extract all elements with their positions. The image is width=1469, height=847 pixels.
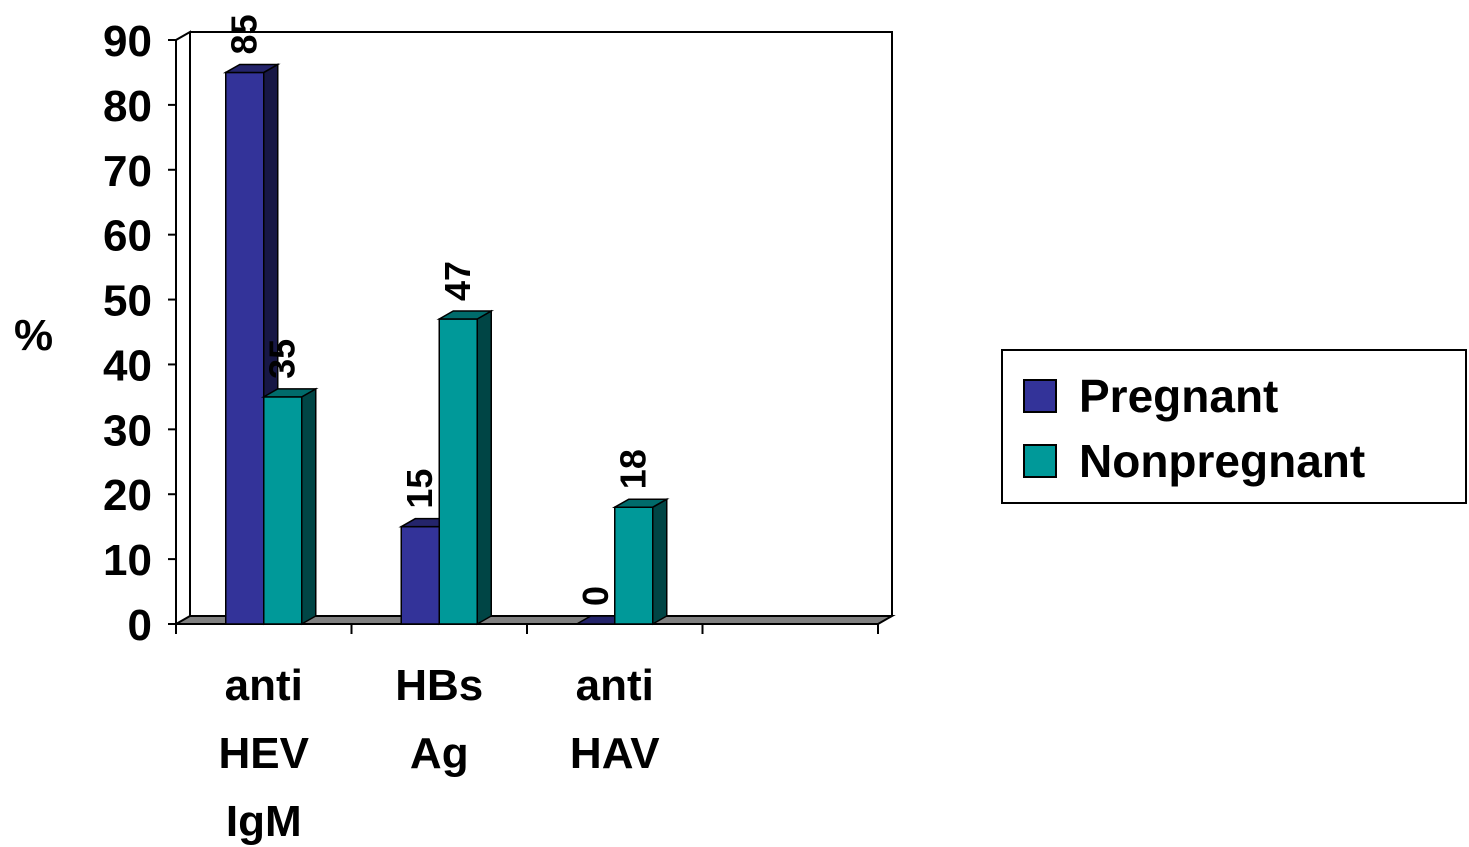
bar-front-face bbox=[614, 506, 654, 625]
y-tick-label: 0 bbox=[128, 601, 152, 650]
bar-front-face bbox=[225, 71, 265, 625]
bar-top-face bbox=[436, 310, 495, 320]
bar-front-face bbox=[438, 318, 478, 625]
x-category-label-line: HEV bbox=[219, 729, 310, 778]
y-axis: 0 10 20 30 40 50 60 70 80 90 bbox=[103, 17, 177, 650]
bars bbox=[222, 63, 670, 626]
bar-side-face bbox=[476, 309, 492, 626]
x-category-label-line: HBs bbox=[395, 661, 483, 710]
x-category-label-line: anti bbox=[225, 661, 303, 710]
bar-nonpregnant-0 bbox=[260, 387, 319, 626]
bar-nonpregnant-1 bbox=[436, 309, 495, 626]
legend-swatch-nonpregnant bbox=[1023, 444, 1057, 478]
y-tick-label: 70 bbox=[103, 147, 152, 196]
legend-label-pregnant: Pregnant bbox=[1079, 370, 1279, 422]
legend-swatch-pregnant bbox=[1023, 379, 1057, 413]
y-tick-label: 40 bbox=[103, 341, 152, 390]
data-label: 47 bbox=[437, 261, 478, 301]
legend-label-nonpregnant: Nonpregnant bbox=[1079, 435, 1366, 487]
bar-front-face bbox=[400, 525, 440, 625]
y-tick-label: 20 bbox=[103, 471, 152, 520]
y-tick-label: 10 bbox=[103, 536, 152, 585]
y-tick-label: 50 bbox=[103, 277, 152, 326]
bar-side-face bbox=[301, 387, 317, 626]
x-category-label-line: IgM bbox=[226, 797, 302, 846]
x-axis: anti HEV IgM HBs Ag anti HAV bbox=[175, 623, 879, 846]
legend: Pregnant Nonpregnant bbox=[1001, 349, 1467, 504]
legend-item-nonpregnant: Nonpregnant bbox=[1023, 435, 1366, 487]
x-category-label: anti HAV bbox=[570, 661, 660, 778]
bar-nonpregnant-2 bbox=[611, 497, 670, 626]
data-label: 85 bbox=[224, 14, 265, 54]
y-axis-title: % bbox=[14, 311, 53, 360]
data-label: 18 bbox=[613, 449, 654, 489]
y-tick-label: 80 bbox=[103, 82, 152, 131]
x-category-label-line: HAV bbox=[570, 729, 660, 778]
y-tick-label: 90 bbox=[103, 17, 152, 66]
x-category-label: HBs Ag bbox=[395, 661, 483, 778]
x-category-label-line: Ag bbox=[410, 729, 469, 778]
bar-top-face bbox=[260, 388, 319, 398]
bar-side-face bbox=[652, 497, 668, 626]
bar-top-face bbox=[611, 498, 670, 508]
x-category-label: anti HEV IgM bbox=[219, 661, 310, 846]
y-tick-label: 30 bbox=[103, 406, 152, 455]
plot-area bbox=[172, 30, 896, 625]
plot-back-wall bbox=[190, 31, 893, 616]
plot-side-wall bbox=[175, 30, 191, 624]
data-label: 0 bbox=[575, 586, 616, 606]
legend-item-pregnant: Pregnant bbox=[1023, 370, 1279, 422]
x-category-label-line: anti bbox=[576, 661, 654, 710]
data-label: 35 bbox=[262, 339, 303, 379]
y-tick-label: 60 bbox=[103, 212, 152, 261]
bar-front-face bbox=[263, 396, 303, 625]
data-label: 15 bbox=[399, 469, 440, 509]
data-labels: 85 15 0 35 47 18 bbox=[224, 14, 654, 606]
bar-top-face bbox=[222, 63, 281, 74]
